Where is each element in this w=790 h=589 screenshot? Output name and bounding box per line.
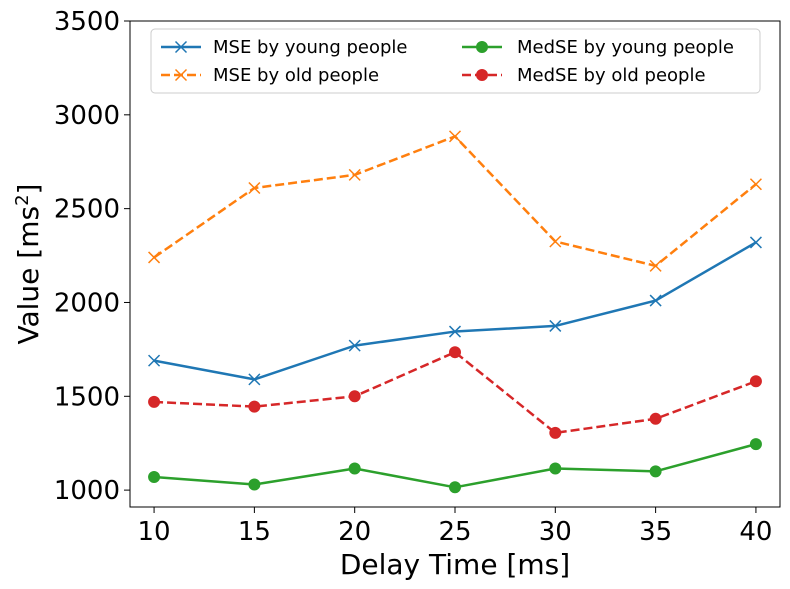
data-point-medse-by-young-people [449,481,461,494]
data-point-mse-by-young-people [549,319,562,332]
data-point-medse-by-young-people [549,462,562,475]
data-point-mse-by-old-people [649,259,662,272]
x-tick-label: 10 [138,517,171,547]
data-point-mse-by-young-people [448,325,462,338]
data-point-mse-by-old-people [549,235,562,248]
series-medse-by-young-people [148,438,762,494]
legend-item-mse-by-young-people: MSE by young people [161,37,408,58]
data-point-medse-by-old-people [549,426,562,439]
data-point-medse-by-old-people [248,400,261,413]
series-layer [148,130,762,494]
axis-ticks: 10 15 20 25 30 35 40 1000 1500 2000 2500 3000 3500 [54,7,773,547]
legend-marker-mse-by-old-people [174,68,188,82]
data-point-mse-by-old-people [148,251,161,264]
data-point-medse-by-young-people [348,462,361,475]
data-point-medse-by-old-people [649,412,662,425]
x-tick-label: 40 [739,517,772,547]
data-point-medse-by-young-people [248,478,261,491]
data-point-mse-by-young-people [649,294,662,307]
legend: MSE by young people MSE by old people MedS… [150,28,761,94]
x-tick-label: 20 [338,517,371,547]
x-tick-label: 25 [438,517,471,547]
y-tick-label: 3500 [54,7,120,37]
data-point-medse-by-old-people [148,395,161,408]
series-medse-by-old-people [148,346,762,439]
x-tick-label: 30 [539,517,572,547]
y-tick-label: 1000 [54,476,120,506]
data-point-mse-by-old-people [248,181,261,195]
data-point-medse-by-young-people [148,470,161,483]
y-axis-label: Value [ms2] [12,184,46,345]
x-axis-label: Delay Time [ms] [340,548,570,581]
legend-label-mse-by-young-people: MSE by young people [213,37,408,58]
data-point-medse-by-old-people [348,390,361,403]
data-point-medse-by-old-people [749,375,762,388]
data-point-medse-by-young-people [749,438,762,451]
legend-label-medse-by-old-people: MedSE by old people [517,65,706,86]
legend-marker-medse-by-old-people [476,69,488,81]
y-tick-label: 3000 [54,101,120,131]
data-point-mse-by-young-people [248,373,261,386]
legend-item-mse-by-old-people: MSE by old people [161,65,379,86]
data-point-mse-by-young-people [348,339,361,352]
y-tick-label: 1500 [54,382,120,412]
legend-marker-mse-by-young-people [174,40,188,54]
legend-box [150,28,761,94]
legend-label-mse-by-old-people: MSE by old people [213,65,379,86]
x-tick-label: 15 [238,517,271,547]
data-point-mse-by-old-people [749,178,762,191]
legend-marker-medse-by-young-people [476,41,488,53]
data-point-medse-by-old-people [449,346,461,359]
legend-item-medse-by-young-people: MedSE by young people [462,37,734,58]
legend-label-medse-by-young-people: MedSE by young people [517,37,734,58]
legend-item-medse-by-old-people: MedSE by old people [462,65,706,86]
y-axis-label-superscript: 2 [12,194,33,205]
data-point-medse-by-young-people [649,465,662,478]
data-point-mse-by-old-people [448,130,462,143]
y-axis-label-text: Value [ms [12,206,45,345]
data-point-mse-by-old-people [348,168,361,181]
y-tick-label: 2500 [54,195,120,225]
data-point-mse-by-young-people [749,236,762,249]
series-mse-by-young-people [148,236,762,386]
y-axis-label-close: ] [12,184,45,195]
x-tick-label: 35 [639,517,672,547]
y-tick-label: 2000 [54,288,120,318]
series-mse-by-old-people [148,130,762,272]
data-point-mse-by-young-people [148,354,161,367]
